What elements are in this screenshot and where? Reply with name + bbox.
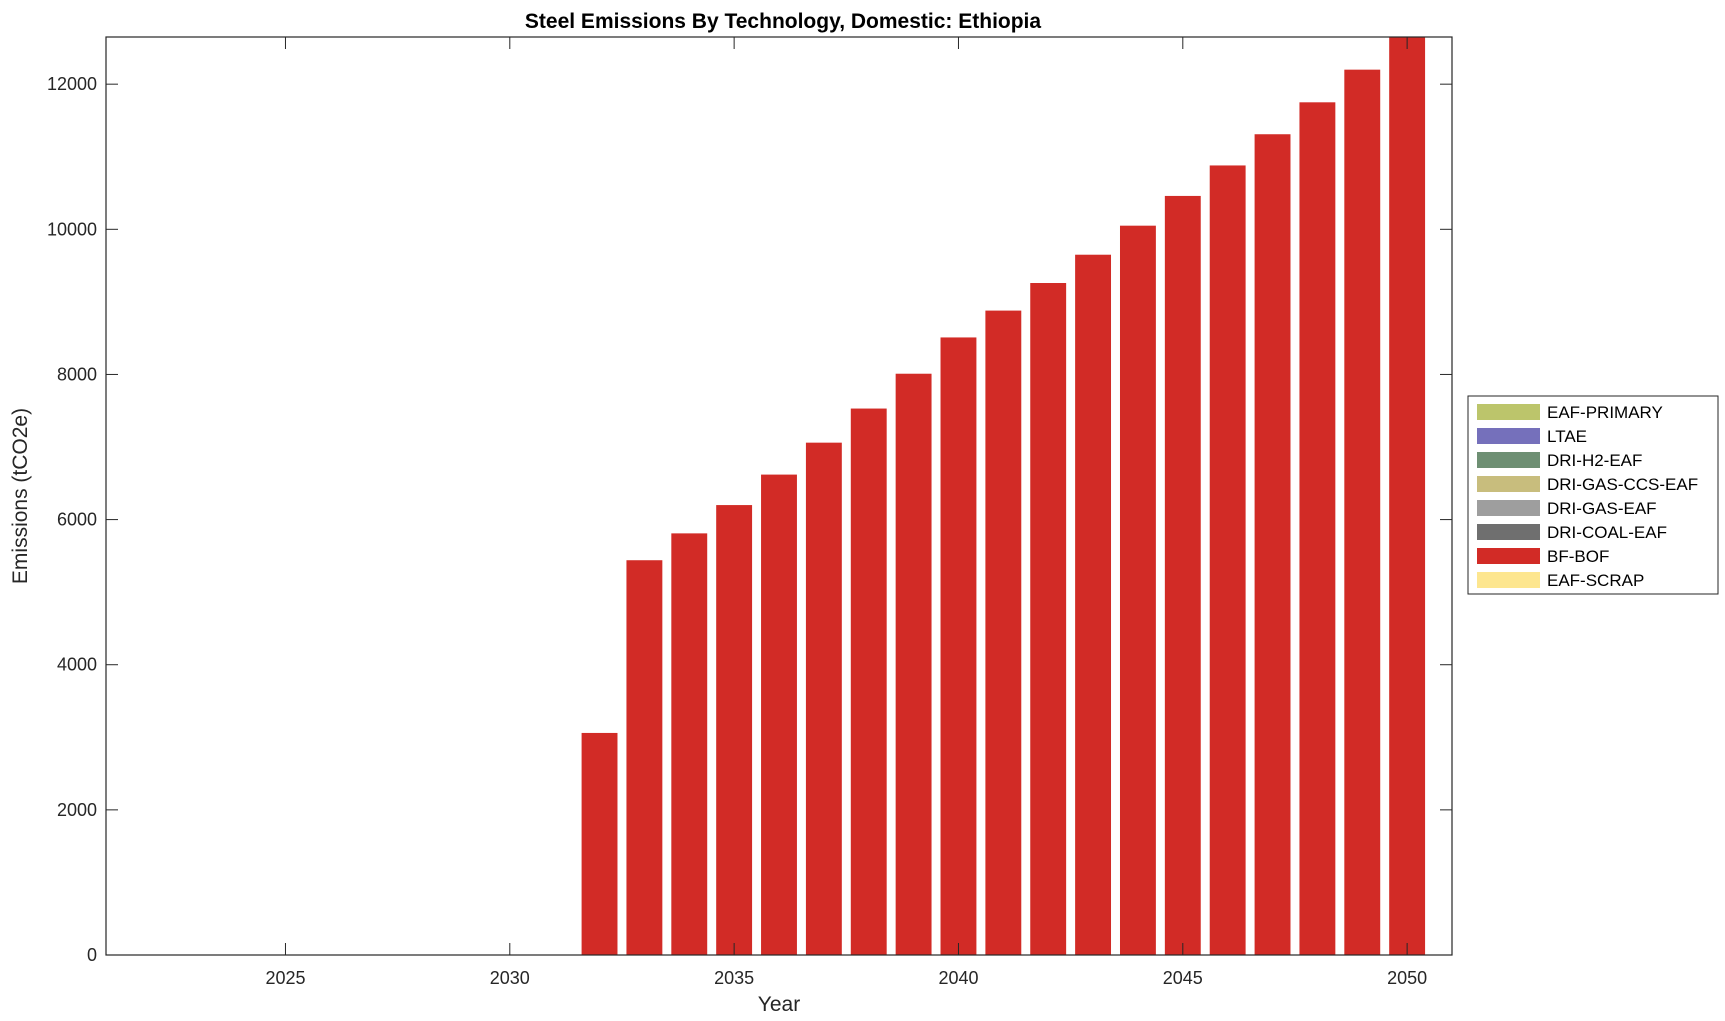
bar-bf-bof-2046 — [1209, 165, 1246, 955]
legend-swatch-eaf-scrap — [1477, 572, 1540, 588]
legend-swatch-bf-bof — [1477, 548, 1540, 564]
x-tick-label: 2040 — [938, 968, 978, 988]
bar-bf-bof-2048 — [1299, 102, 1336, 955]
x-axis-label: Year — [758, 993, 800, 1016]
bar-bf-bof-2044 — [1119, 225, 1156, 955]
y-tick-label: 12000 — [47, 74, 97, 94]
bar-bf-bof-2043 — [1075, 254, 1112, 955]
x-tick-label: 2030 — [490, 968, 530, 988]
legend-label-dri-h2-eaf: DRI-H2-EAF — [1547, 451, 1642, 470]
bar-bf-bof-2038 — [850, 408, 887, 955]
legend-label-ltae: LTAE — [1547, 427, 1587, 446]
y-tick-label: 8000 — [57, 364, 97, 384]
bar-bf-bof-2037 — [805, 442, 842, 955]
y-tick-label: 10000 — [47, 219, 97, 239]
bar-bf-bof-2041 — [985, 310, 1022, 956]
y-tick-label: 0 — [87, 945, 97, 965]
bar-bf-bof-2036 — [761, 474, 797, 955]
bar-bf-bof-2039 — [895, 373, 932, 956]
bar-bf-bof-2049 — [1344, 69, 1381, 955]
plot-area-border — [105, 36, 1453, 956]
y-tick-label: 2000 — [57, 800, 97, 820]
legend-swatch-dri-gas-eaf — [1477, 500, 1540, 516]
bar-bf-bof-2035 — [716, 505, 753, 955]
legend-swatch-ltae — [1477, 428, 1540, 444]
legend-swatch-dri-coal-eaf — [1477, 524, 1540, 540]
y-tick-label: 4000 — [57, 655, 97, 675]
bar-bf-bof-2045 — [1164, 195, 1201, 955]
legend-swatch-dri-gas-ccs-eaf — [1477, 476, 1540, 492]
legend-label-eaf-scrap: EAF-SCRAP — [1547, 571, 1644, 590]
legend-label-dri-gas-ccs-eaf: DRI-GAS-CCS-EAF — [1547, 475, 1698, 494]
y-axis-label: Emissions (tCO2e) — [9, 408, 32, 584]
bars — [581, 37, 1426, 956]
bar-bf-bof-2042 — [1030, 283, 1067, 955]
x-tick-label: 2045 — [1163, 968, 1203, 988]
bar-bf-bof-2034 — [671, 533, 708, 955]
bar-bf-bof-2033 — [626, 560, 663, 955]
bar-bf-bof-2050 — [1389, 37, 1426, 955]
legend-label-eaf-primary: EAF-PRIMARY — [1547, 403, 1663, 422]
legend-swatch-dri-h2-eaf — [1477, 452, 1540, 468]
legend: EAF-PRIMARY LTAE DRI-H2-EAF DRI-GAS-CCS-EAF… — [1467, 395, 1719, 595]
bar-bf-bof-2032 — [581, 732, 618, 955]
x-tick-label: 2050 — [1387, 968, 1427, 988]
x-tick-label: 2025 — [265, 968, 305, 988]
legend-label-bf-bof: BF-BOF — [1547, 547, 1609, 566]
legend-label-dri-gas-eaf: DRI-GAS-EAF — [1547, 499, 1657, 518]
y-tick-label: 6000 — [57, 510, 97, 530]
legend-label-dri-coal-eaf: DRI-COAL-EAF — [1547, 523, 1667, 542]
bar-bf-bof-2040 — [940, 337, 977, 955]
legend-swatch-eaf-primary — [1477, 404, 1540, 420]
axis-ticks: 2025 2030 2035 2040 2045 2050 0 2000 4000 6000 800… — [47, 37, 1452, 988]
x-tick-label: 2035 — [714, 968, 754, 988]
chart-title: Steel Emissions By Technology, Domestic:… — [525, 10, 1041, 33]
bar-bf-bof-2047 — [1254, 134, 1291, 956]
